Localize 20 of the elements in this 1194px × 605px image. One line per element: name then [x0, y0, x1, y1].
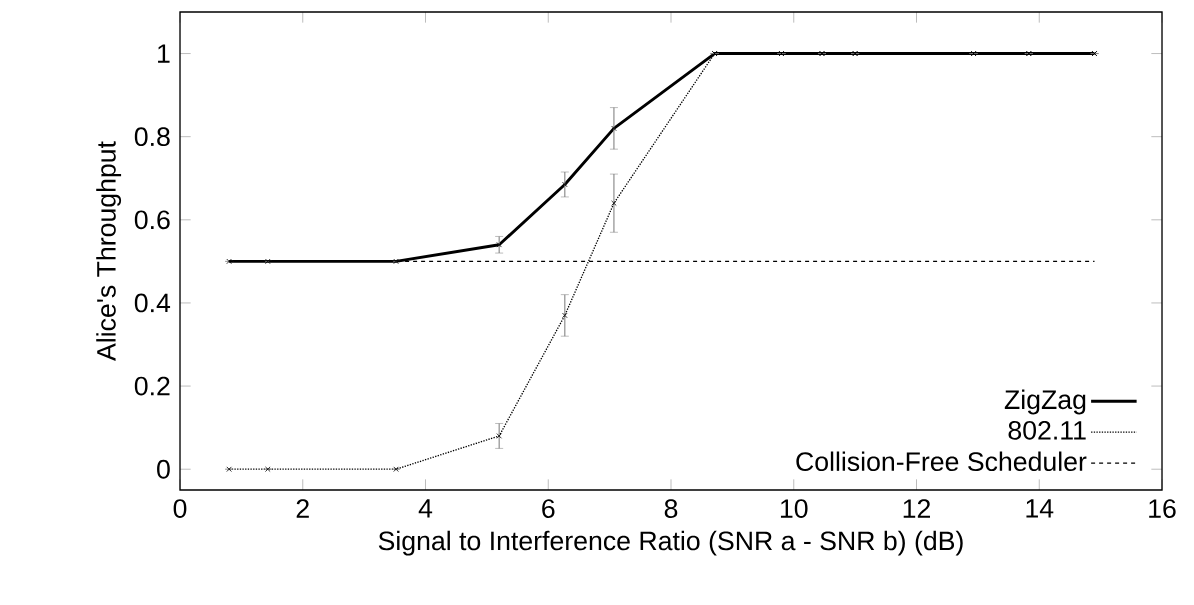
- x-tick-label: 10: [780, 499, 808, 519]
- x-tick-label: 6: [542, 499, 555, 519]
- x-axis-title: Signal to Interference Ratio (SNR a - SNR b) (dB): [378, 530, 963, 556]
- legend-label: 802.11: [1008, 420, 1086, 440]
- x-tick-label: 8: [664, 499, 678, 519]
- y-tick-label: 1: [158, 44, 170, 63]
- x-tick-label: 4: [418, 499, 433, 518]
- x-tick-label: 12: [903, 499, 930, 518]
- y-tick-label: 0: [157, 459, 170, 479]
- y-tick-label: 0.8: [134, 127, 170, 147]
- y-tick-label: 0.6: [134, 210, 170, 230]
- legend-label: Collision-Free Scheduler: [796, 451, 1087, 472]
- y-tick-label: 0.4: [134, 293, 171, 313]
- y-tick-label: 0.2: [134, 376, 170, 396]
- x-tick-label: 14: [1026, 499, 1054, 518]
- legend-label: ZigZag: [1004, 389, 1086, 415]
- x-tick-label: 16: [1149, 499, 1176, 519]
- x-tick-label: 2: [296, 499, 309, 518]
- x-tick-label: 0: [173, 499, 187, 519]
- y-axis-title: Alice's Throughput: [96, 141, 122, 361]
